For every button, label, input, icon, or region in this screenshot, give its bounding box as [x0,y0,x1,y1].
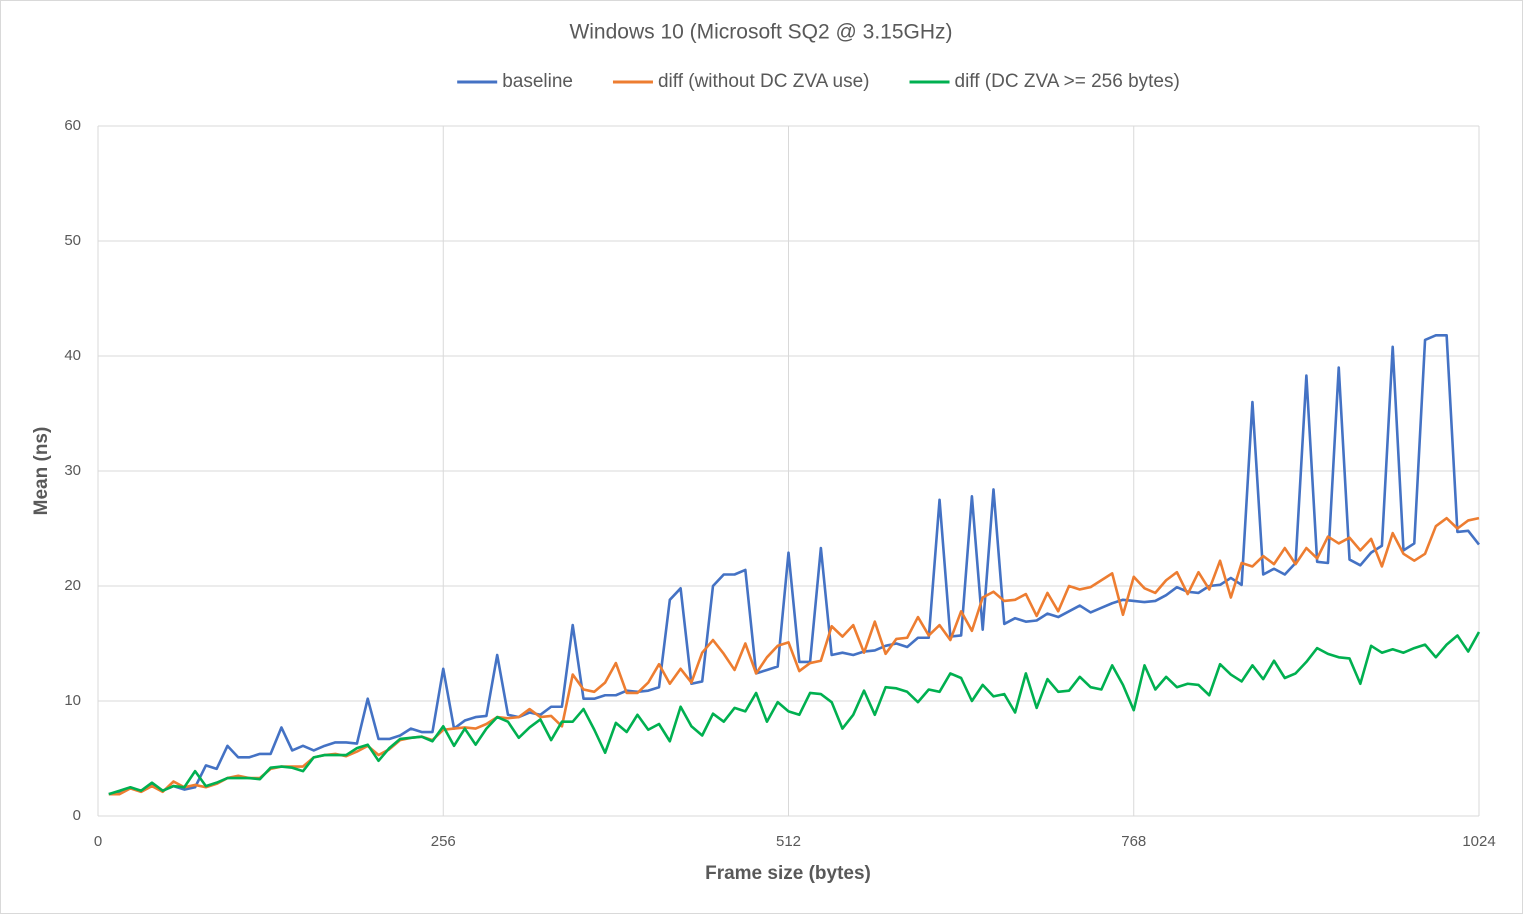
y-axis-label: Mean (ns) [31,427,52,516]
legend-label: diff (DC ZVA >= 256 bytes) [955,71,1180,92]
x-tick-label: 512 [776,833,801,850]
legend-label: diff (without DC ZVA use) [658,71,870,92]
x-tick-label: 1024 [1462,833,1495,850]
y-tick-label: 20 [64,577,81,594]
y-tick-label: 60 [64,117,81,134]
x-tick-label: 0 [94,833,102,850]
y-tick-label: 40 [64,347,81,364]
x-tick-label: 256 [431,833,456,850]
series-line [108,631,1481,796]
y-tick-label: 10 [64,692,81,709]
x-axis-label: Frame size (bytes) [705,863,871,884]
chart-title: Windows 10 (Microsoft SQ2 @ 3.15GHz) [569,21,952,44]
x-tick-label: 768 [1121,833,1146,850]
series-line [108,334,1481,796]
y-tick-label: 0 [73,807,81,824]
y-tick-label: 50 [64,232,81,249]
y-tick-label: 30 [64,462,81,479]
legend-label: baseline [502,71,573,92]
